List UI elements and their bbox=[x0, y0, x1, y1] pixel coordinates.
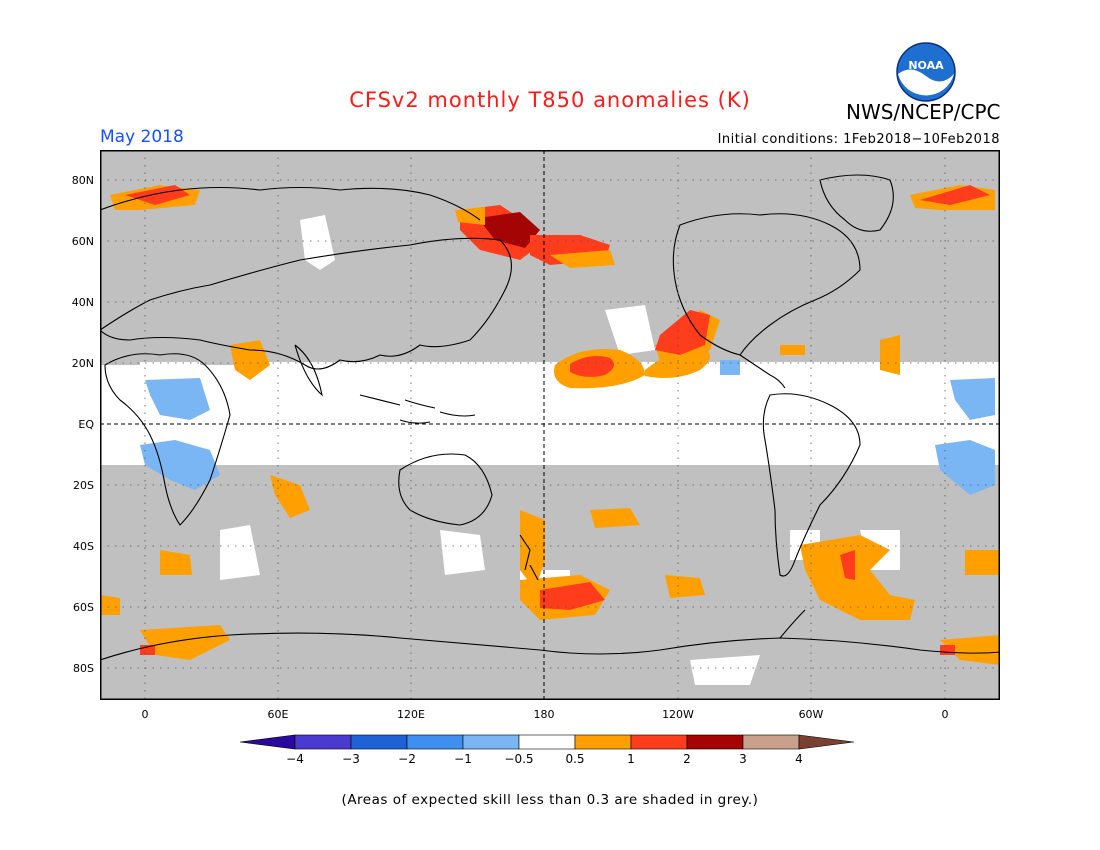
colorbar-swatch bbox=[518, 734, 576, 750]
lat-label-20s: 20S bbox=[73, 479, 94, 492]
lat-label-60s: 60S bbox=[73, 601, 94, 614]
colorbar-swatch bbox=[742, 734, 800, 750]
colorbar-swatch bbox=[350, 734, 408, 750]
colorbar-tick-label: 0.5 bbox=[565, 752, 584, 766]
lat-label-40s: 40S bbox=[73, 540, 94, 553]
lon-label-0-left: 0 bbox=[141, 708, 149, 721]
colorbar-swatch bbox=[462, 734, 520, 750]
colorbar-tick-label: −3 bbox=[342, 752, 360, 766]
coastlines bbox=[100, 174, 1000, 661]
lat-label-80n: 80N bbox=[71, 174, 94, 187]
agency-label: NWS/NCEP/CPC bbox=[846, 100, 1001, 124]
lon-label-0-right: 0 bbox=[941, 708, 949, 721]
valid-month-label: May 2018 bbox=[100, 127, 184, 147]
colorbar-swatch-above-max bbox=[798, 734, 855, 750]
lat-label-60n: 60N bbox=[71, 235, 94, 248]
colorbar-swatch bbox=[406, 734, 464, 750]
lat-label-40n: 40N bbox=[71, 296, 94, 309]
colorbar-tick-label: 3 bbox=[739, 752, 747, 766]
lon-label-120w: 120W bbox=[662, 708, 694, 721]
colorbar-swatch bbox=[630, 734, 688, 750]
colorbar-tick-label: −2 bbox=[398, 752, 416, 766]
colorbar: −4 −3 −2 −1 −0.5 0.5 1 2 3 4 bbox=[240, 734, 855, 766]
lat-label-80s: 80S bbox=[73, 662, 94, 675]
lon-label-180: 180 bbox=[533, 708, 555, 721]
colorbar-tick-label: −1 bbox=[454, 752, 472, 766]
lon-label-60w: 60W bbox=[798, 708, 824, 721]
noaa-logo-text: NOAA bbox=[908, 59, 944, 72]
anomaly-map bbox=[100, 150, 1000, 700]
initial-conditions-label: Initial conditions: 1Feb2018−10Feb2018 bbox=[717, 132, 1000, 147]
colorbar-swatch-below-min bbox=[240, 734, 296, 750]
chart-title: CFSv2 monthly T850 anomalies (K) bbox=[349, 88, 751, 112]
colorbar-tick-label: 4 bbox=[795, 752, 803, 766]
lat-label-20n: 20N bbox=[71, 357, 94, 370]
graticule bbox=[100, 150, 1000, 700]
noaa-logo: NOAA bbox=[896, 42, 956, 102]
equator-dateline bbox=[100, 150, 1000, 700]
colorbar-tick-label: 1 bbox=[627, 752, 635, 766]
lat-label-eq: EQ bbox=[78, 418, 94, 431]
negative-anomalies bbox=[140, 360, 995, 495]
colorbar-swatches bbox=[240, 734, 855, 750]
colorbar-tick-label: −0.5 bbox=[504, 752, 533, 766]
footnote: (Areas of expected skill less than 0.3 a… bbox=[341, 792, 759, 808]
colorbar-tick-label: 2 bbox=[683, 752, 691, 766]
colorbar-tick-labels: −4 −3 −2 −1 −0.5 0.5 1 2 3 4 bbox=[286, 752, 803, 766]
colorbar-swatch bbox=[686, 734, 744, 750]
lon-label-60e: 60E bbox=[267, 708, 289, 721]
map-frame bbox=[100, 150, 1000, 700]
positive-anomalies bbox=[100, 185, 1000, 665]
lon-label-120e: 120E bbox=[397, 708, 425, 721]
colorbar-swatch bbox=[574, 734, 632, 750]
colorbar-swatch bbox=[294, 734, 352, 750]
colorbar-tick-label: −4 bbox=[286, 752, 304, 766]
